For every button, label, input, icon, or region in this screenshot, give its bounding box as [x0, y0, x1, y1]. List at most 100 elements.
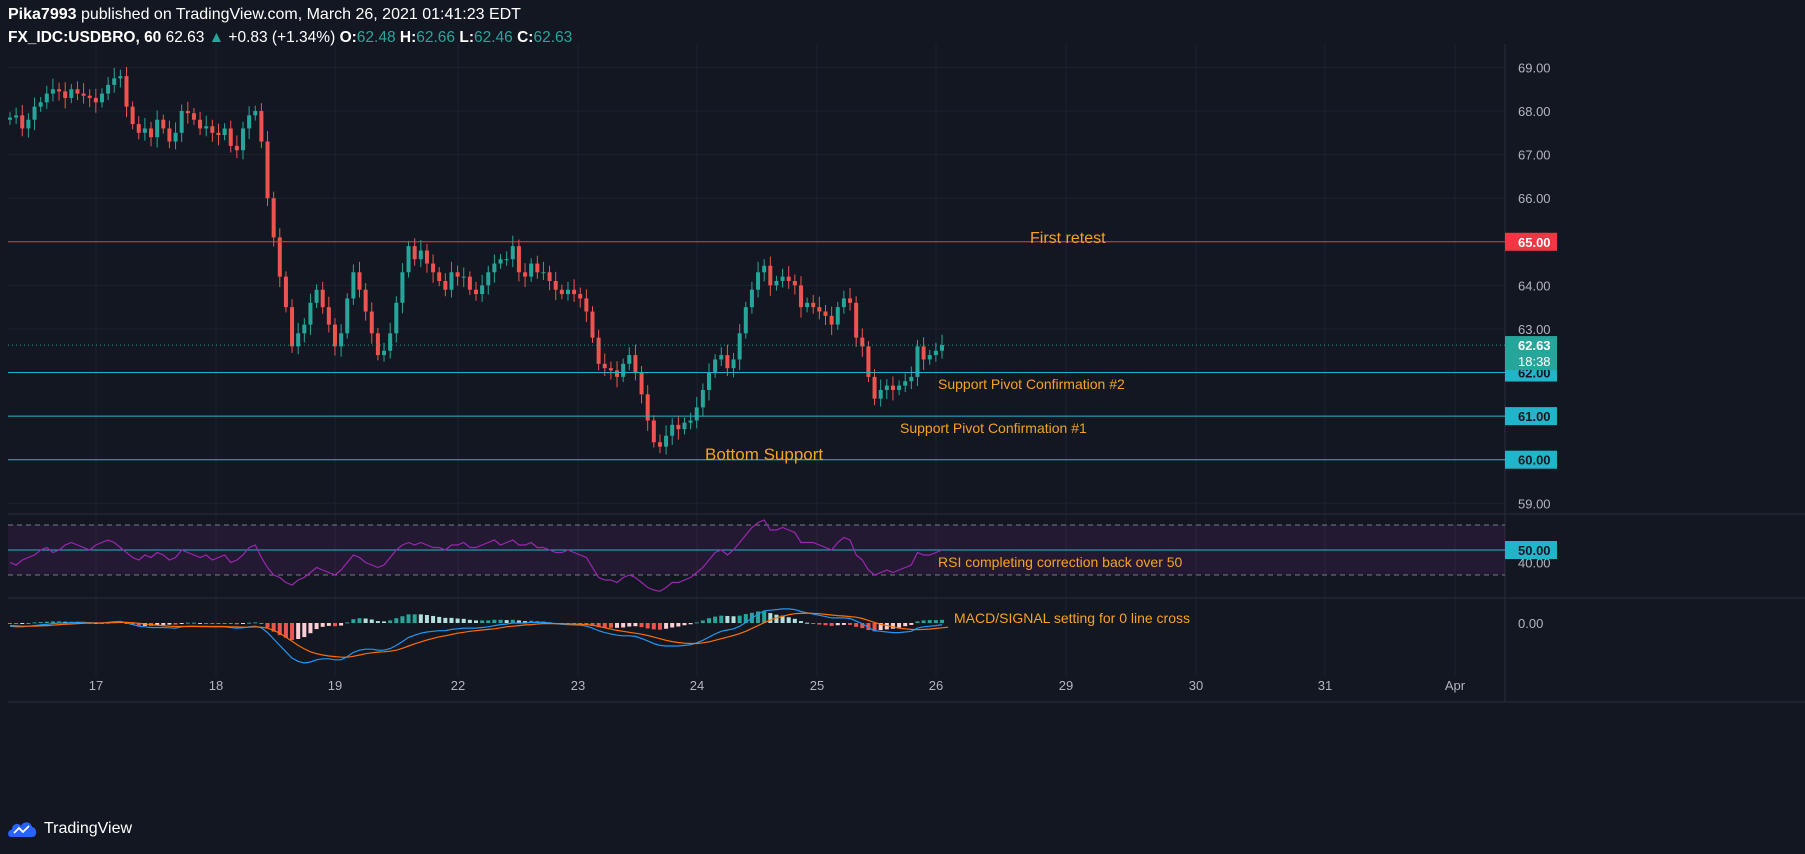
candle-body	[63, 91, 68, 98]
price-change: +0.83 (+1.34%)	[228, 29, 336, 46]
macd-histogram-bar	[130, 623, 135, 625]
symbol-label[interactable]: FX_IDC:USDBRO, 60	[8, 29, 162, 46]
published-text: published on TradingView.com, March 26, …	[80, 6, 521, 23]
macd-histogram-bar	[841, 623, 846, 625]
candle-body	[173, 132, 178, 142]
macd-histogram-bar	[940, 619, 944, 623]
author-name[interactable]: Pika7993	[8, 6, 77, 23]
candle-body	[940, 345, 944, 351]
candle-body	[933, 350, 938, 356]
macd-histogram-bar	[167, 623, 172, 625]
macd-histogram-bar	[265, 623, 270, 628]
candle-body	[149, 128, 154, 138]
macd-histogram-bar	[504, 620, 509, 623]
candle-body	[388, 333, 393, 351]
macd-histogram-bar	[155, 623, 160, 626]
candle-body	[118, 76, 123, 79]
macd-histogram-bar	[351, 619, 356, 623]
candle-body	[283, 276, 288, 308]
candle-body	[817, 307, 822, 312]
candle-body	[866, 346, 871, 377]
macd-histogram-bar	[768, 613, 773, 623]
macd-histogram-bar	[682, 623, 687, 626]
candle-body	[841, 298, 846, 308]
candle-body	[112, 78, 117, 85]
candle-body	[535, 263, 540, 273]
macd-histogram-bar	[516, 620, 521, 623]
macd-histogram-bar	[498, 619, 503, 623]
macd-histogram-bar	[375, 621, 380, 623]
macd-histogram-bar	[326, 623, 331, 626]
candle-body	[241, 128, 245, 151]
macd-histogram-bar	[455, 618, 460, 623]
candle-body	[670, 424, 675, 436]
price-tick-label: 64.00	[1518, 278, 1551, 293]
macd-histogram-bar	[339, 623, 344, 626]
candle-body	[351, 272, 356, 299]
macd-pane: MACD/SIGNAL setting for 0 line cross 0.00	[8, 608, 1543, 664]
macd-zero-label: 0.00	[1518, 616, 1543, 631]
macd-histogram-bar	[621, 623, 626, 628]
candle-body	[106, 84, 111, 94]
ohlc-legend: FX_IDC:USDBRO, 60 62.63 ▲ +0.83 (+1.34%)…	[8, 29, 572, 47]
tradingview-logo[interactable]: TradingView	[8, 820, 132, 838]
candle-body	[418, 250, 423, 260]
low-value: 62.46	[474, 29, 513, 46]
candle-body	[314, 289, 319, 303]
price-tick-label: 66.00	[1518, 191, 1551, 206]
macd-histogram-bar	[584, 623, 589, 625]
candle-body	[345, 298, 350, 334]
level-badge	[1505, 407, 1557, 426]
macd-histogram-bar	[467, 619, 472, 623]
candle-body	[590, 311, 595, 338]
candle-body	[271, 198, 276, 238]
candle-body	[805, 302, 810, 308]
macd-histogram-bar	[872, 623, 877, 632]
candle-body	[191, 113, 196, 120]
macd-histogram-bar	[480, 620, 485, 623]
candle-body	[909, 376, 914, 382]
candle-body	[124, 76, 129, 107]
time-tick-label: 26	[929, 678, 943, 693]
macd-histogram-bar	[461, 618, 466, 623]
macd-histogram-bar	[786, 617, 791, 623]
rsi-pane: RSI completing correction back over 50 40…	[8, 519, 1557, 592]
macd-histogram-bar	[388, 620, 393, 623]
macd-histogram-bar	[627, 623, 632, 627]
candle-body	[565, 289, 570, 295]
candle-body	[645, 394, 650, 421]
candle-body	[431, 263, 436, 273]
macd-histogram-bar	[933, 620, 938, 623]
candle-body	[608, 368, 613, 371]
candle-body	[615, 370, 620, 377]
macd-histogram-bar	[38, 622, 43, 624]
candle-body	[75, 89, 80, 94]
macd-histogram-bar	[798, 621, 803, 623]
open-label: O:	[339, 29, 357, 46]
macd-histogram-bar	[32, 622, 37, 624]
macd-histogram-bar	[890, 623, 895, 629]
macd-histogram-bar	[719, 615, 724, 623]
macd-histogram-bar	[241, 623, 245, 624]
macd-histogram-bar	[823, 623, 828, 626]
macd-histogram-bar	[332, 623, 337, 627]
close-label: C:	[517, 29, 534, 46]
candle-body	[296, 333, 301, 347]
candle-body	[878, 389, 883, 399]
candle-body	[332, 324, 337, 347]
candle-body	[927, 355, 932, 360]
time-tick-label: 25	[810, 678, 824, 693]
time-axis: 17 18 19 22 23 24 25 26 29 30 31 Apr	[89, 678, 1466, 693]
macd-histogram-bar	[283, 623, 288, 638]
candle-body	[664, 435, 669, 447]
candle-body	[897, 385, 902, 390]
candle-body	[290, 307, 295, 347]
macd-line	[9, 608, 943, 664]
candle-body	[277, 237, 282, 277]
macd-histogram-bar	[320, 623, 325, 627]
candle-body	[234, 145, 239, 151]
macd-histogram-bar	[271, 623, 276, 632]
level-badge	[1505, 450, 1557, 469]
candle-body	[308, 302, 313, 325]
